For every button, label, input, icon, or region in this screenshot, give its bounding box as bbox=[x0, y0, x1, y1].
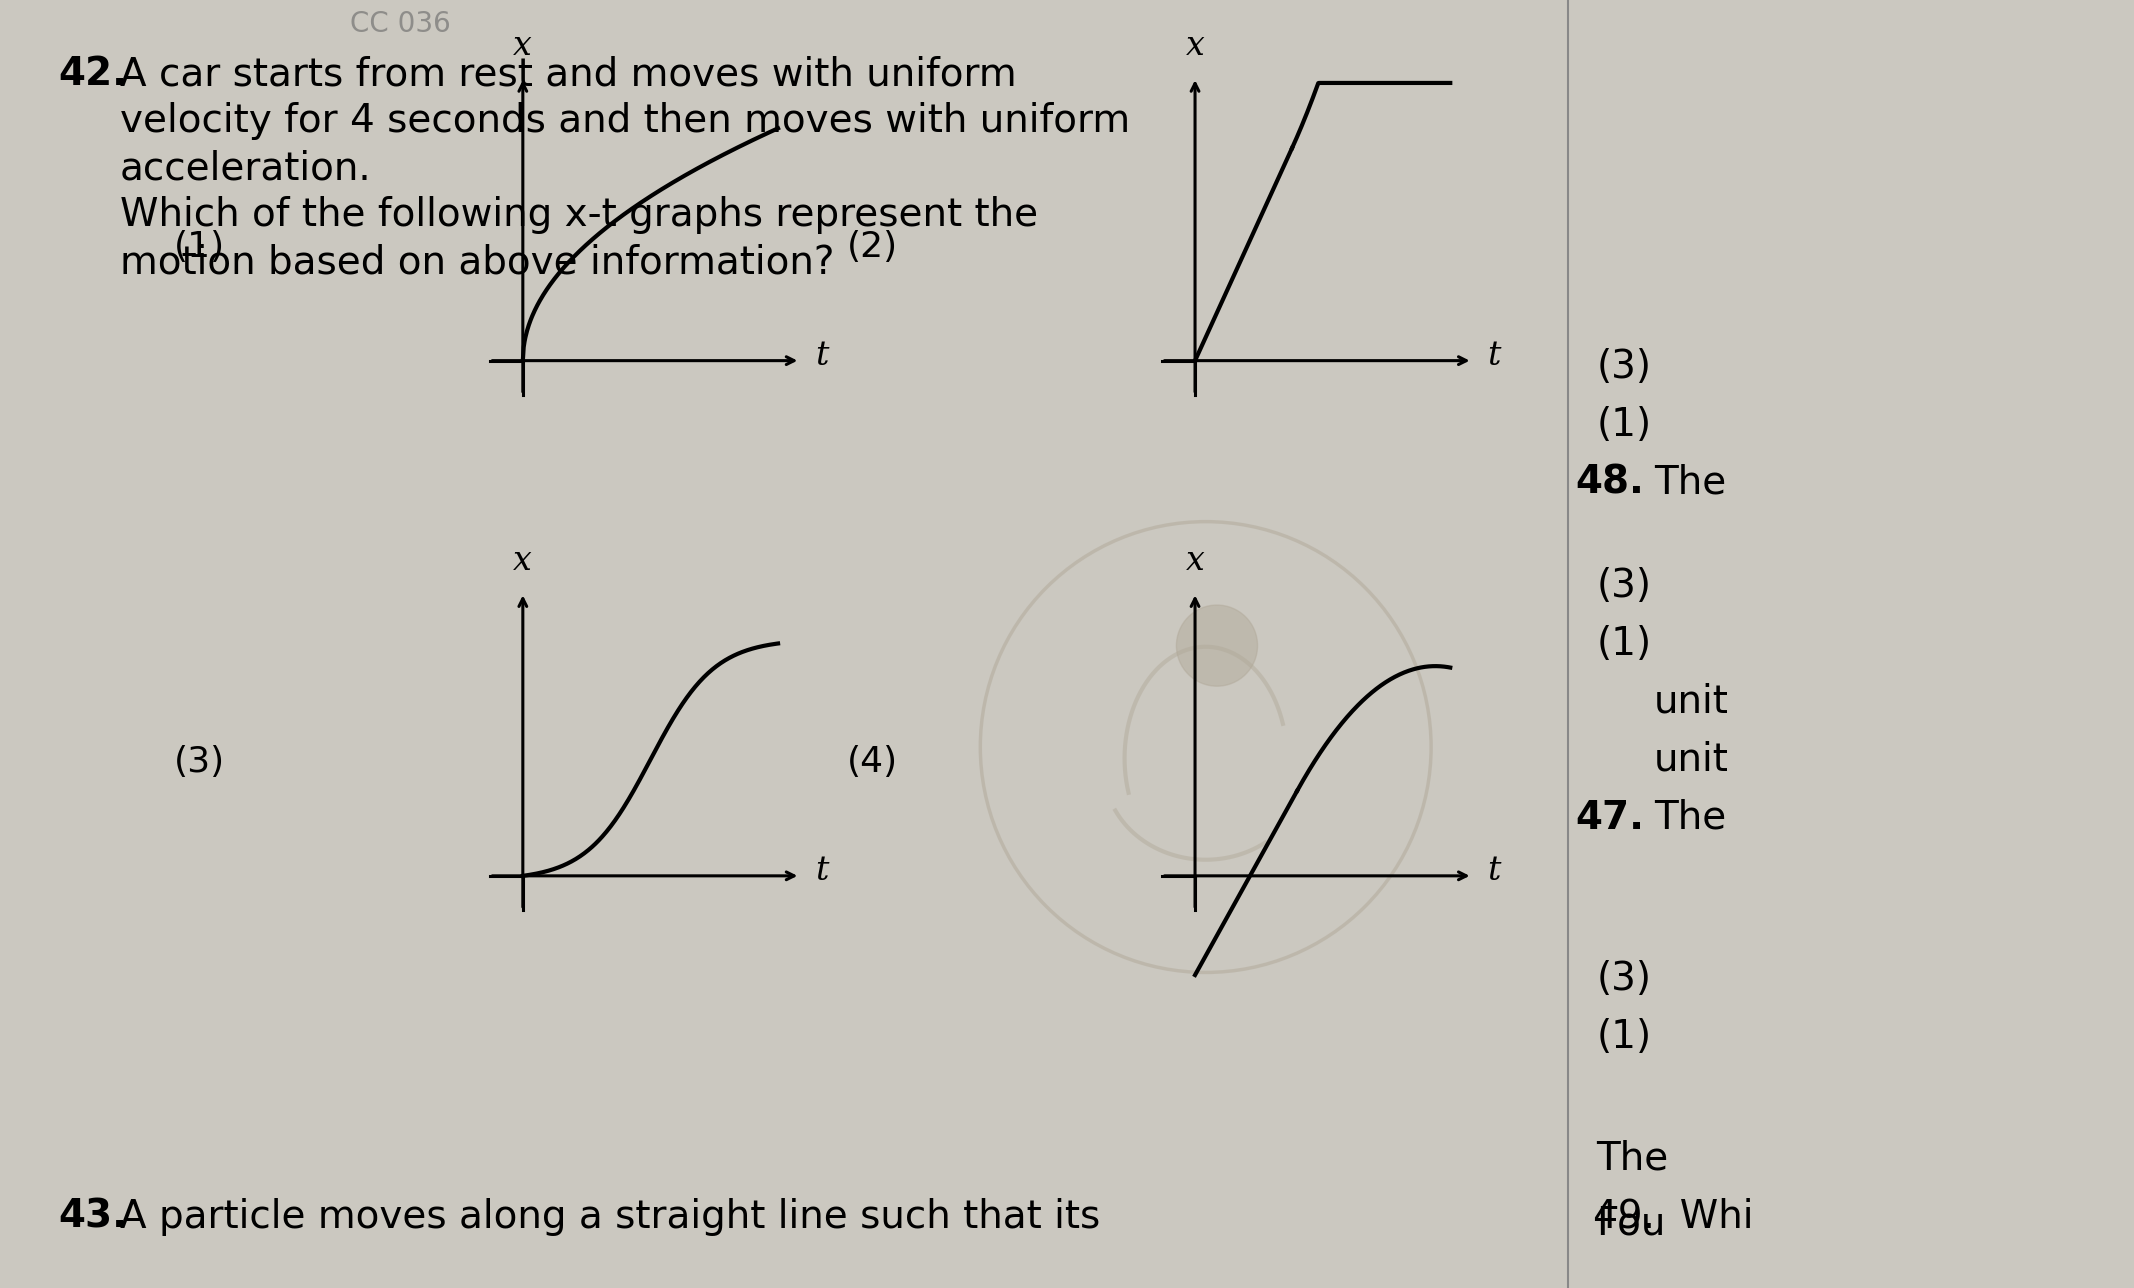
Text: (3): (3) bbox=[1596, 348, 1652, 386]
Text: (1): (1) bbox=[1596, 406, 1652, 444]
Text: 42.: 42. bbox=[58, 55, 128, 93]
Text: t: t bbox=[815, 855, 828, 887]
Text: (3): (3) bbox=[175, 746, 226, 779]
Text: (4): (4) bbox=[847, 746, 898, 779]
Text: The: The bbox=[1654, 464, 1726, 502]
Text: velocity for 4 seconds and then moves with uniform: velocity for 4 seconds and then moves wi… bbox=[120, 102, 1131, 140]
Text: x: x bbox=[1187, 31, 1204, 62]
Text: x: x bbox=[1187, 546, 1204, 577]
Text: 47.: 47. bbox=[1575, 799, 1643, 837]
Text: The: The bbox=[1654, 799, 1726, 837]
Text: Fou: Fou bbox=[1596, 1204, 1667, 1243]
Text: t: t bbox=[815, 340, 828, 372]
Text: (1): (1) bbox=[1596, 625, 1652, 663]
Text: A particle moves along a straight line such that its: A particle moves along a straight line s… bbox=[120, 1198, 1101, 1236]
Text: 43.: 43. bbox=[58, 1198, 128, 1236]
Text: x: x bbox=[514, 31, 531, 62]
Text: (3): (3) bbox=[1596, 567, 1652, 605]
Text: unit: unit bbox=[1654, 683, 1729, 721]
Text: acceleration.: acceleration. bbox=[120, 149, 371, 187]
Text: (3): (3) bbox=[1596, 960, 1652, 998]
Text: t: t bbox=[1487, 340, 1500, 372]
Text: 48.: 48. bbox=[1575, 464, 1643, 502]
Text: 49.  Whi: 49. Whi bbox=[1594, 1198, 1754, 1236]
Text: x: x bbox=[514, 546, 531, 577]
Text: unit: unit bbox=[1654, 741, 1729, 779]
Circle shape bbox=[1176, 605, 1257, 687]
Text: (1): (1) bbox=[1596, 1018, 1652, 1056]
Text: A car starts from rest and moves with uniform: A car starts from rest and moves with un… bbox=[120, 55, 1016, 93]
Text: t: t bbox=[1487, 855, 1500, 887]
Text: (1): (1) bbox=[175, 231, 226, 264]
Text: Which of the following x-t graphs represent the: Which of the following x-t graphs repres… bbox=[120, 196, 1037, 234]
Text: The: The bbox=[1596, 1140, 1669, 1179]
Text: (2): (2) bbox=[847, 231, 898, 264]
Text: CC 036: CC 036 bbox=[350, 10, 450, 39]
Text: motion based on above information?: motion based on above information? bbox=[120, 243, 834, 281]
